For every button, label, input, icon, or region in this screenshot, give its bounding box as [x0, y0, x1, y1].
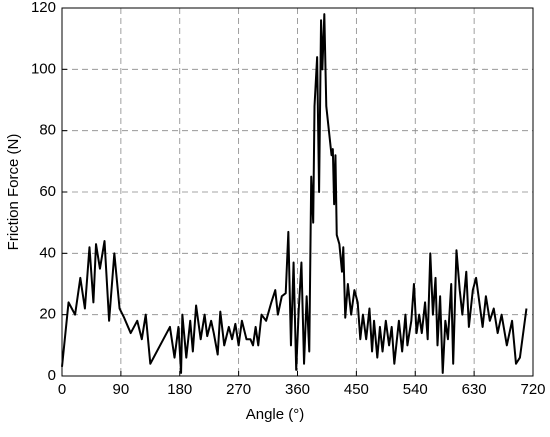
x-axis-label: Angle (°) — [246, 406, 305, 423]
x-tick-label: 450 — [344, 381, 369, 398]
x-tick-label: 540 — [403, 381, 428, 398]
y-axis-label: Friction Force (N) — [5, 134, 22, 251]
y-tick-label: 20 — [39, 306, 56, 323]
x-tick-label: 360 — [285, 381, 310, 398]
y-tick-label: 120 — [31, 0, 56, 16]
y-tick-label: 60 — [39, 183, 56, 200]
x-tick-label: 0 — [58, 381, 66, 398]
y-tick-label: 100 — [31, 60, 56, 77]
x-tick-label: 720 — [520, 381, 545, 398]
y-tick-label: 40 — [39, 244, 56, 261]
y-tick-label: 0 — [48, 367, 56, 384]
x-tick-label: 270 — [226, 381, 251, 398]
x-tick-label: 180 — [167, 381, 192, 398]
plot-frame — [61, 7, 534, 377]
y-tick-label: 80 — [39, 122, 56, 139]
x-tick-label: 630 — [462, 381, 487, 398]
x-tick-label: 90 — [113, 381, 130, 398]
data-line — [61, 13, 528, 374]
